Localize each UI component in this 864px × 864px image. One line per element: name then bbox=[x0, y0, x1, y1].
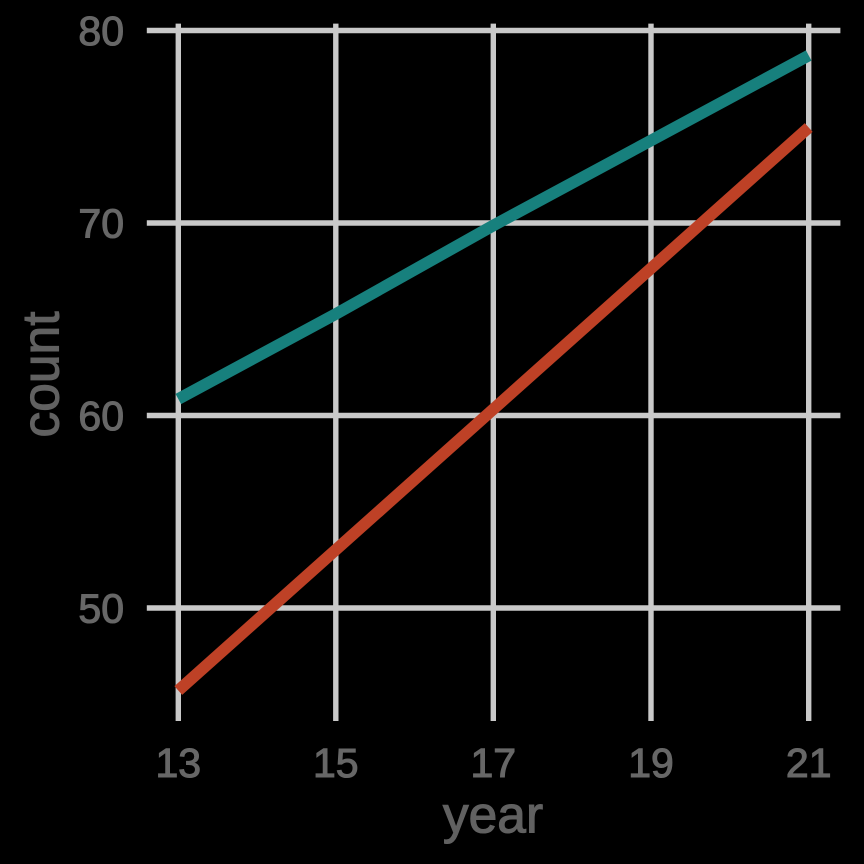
svg-text:60: 60 bbox=[78, 393, 124, 439]
svg-text:17: 17 bbox=[470, 740, 516, 786]
svg-text:13: 13 bbox=[155, 740, 201, 786]
svg-text:80: 80 bbox=[78, 8, 124, 54]
svg-text:70: 70 bbox=[78, 201, 124, 247]
svg-text:count: count bbox=[12, 312, 70, 438]
svg-text:15: 15 bbox=[313, 740, 359, 786]
svg-text:19: 19 bbox=[628, 740, 674, 786]
svg-text:year: year bbox=[443, 786, 543, 844]
svg-text:21: 21 bbox=[786, 740, 832, 786]
svg-text:50: 50 bbox=[78, 586, 124, 632]
